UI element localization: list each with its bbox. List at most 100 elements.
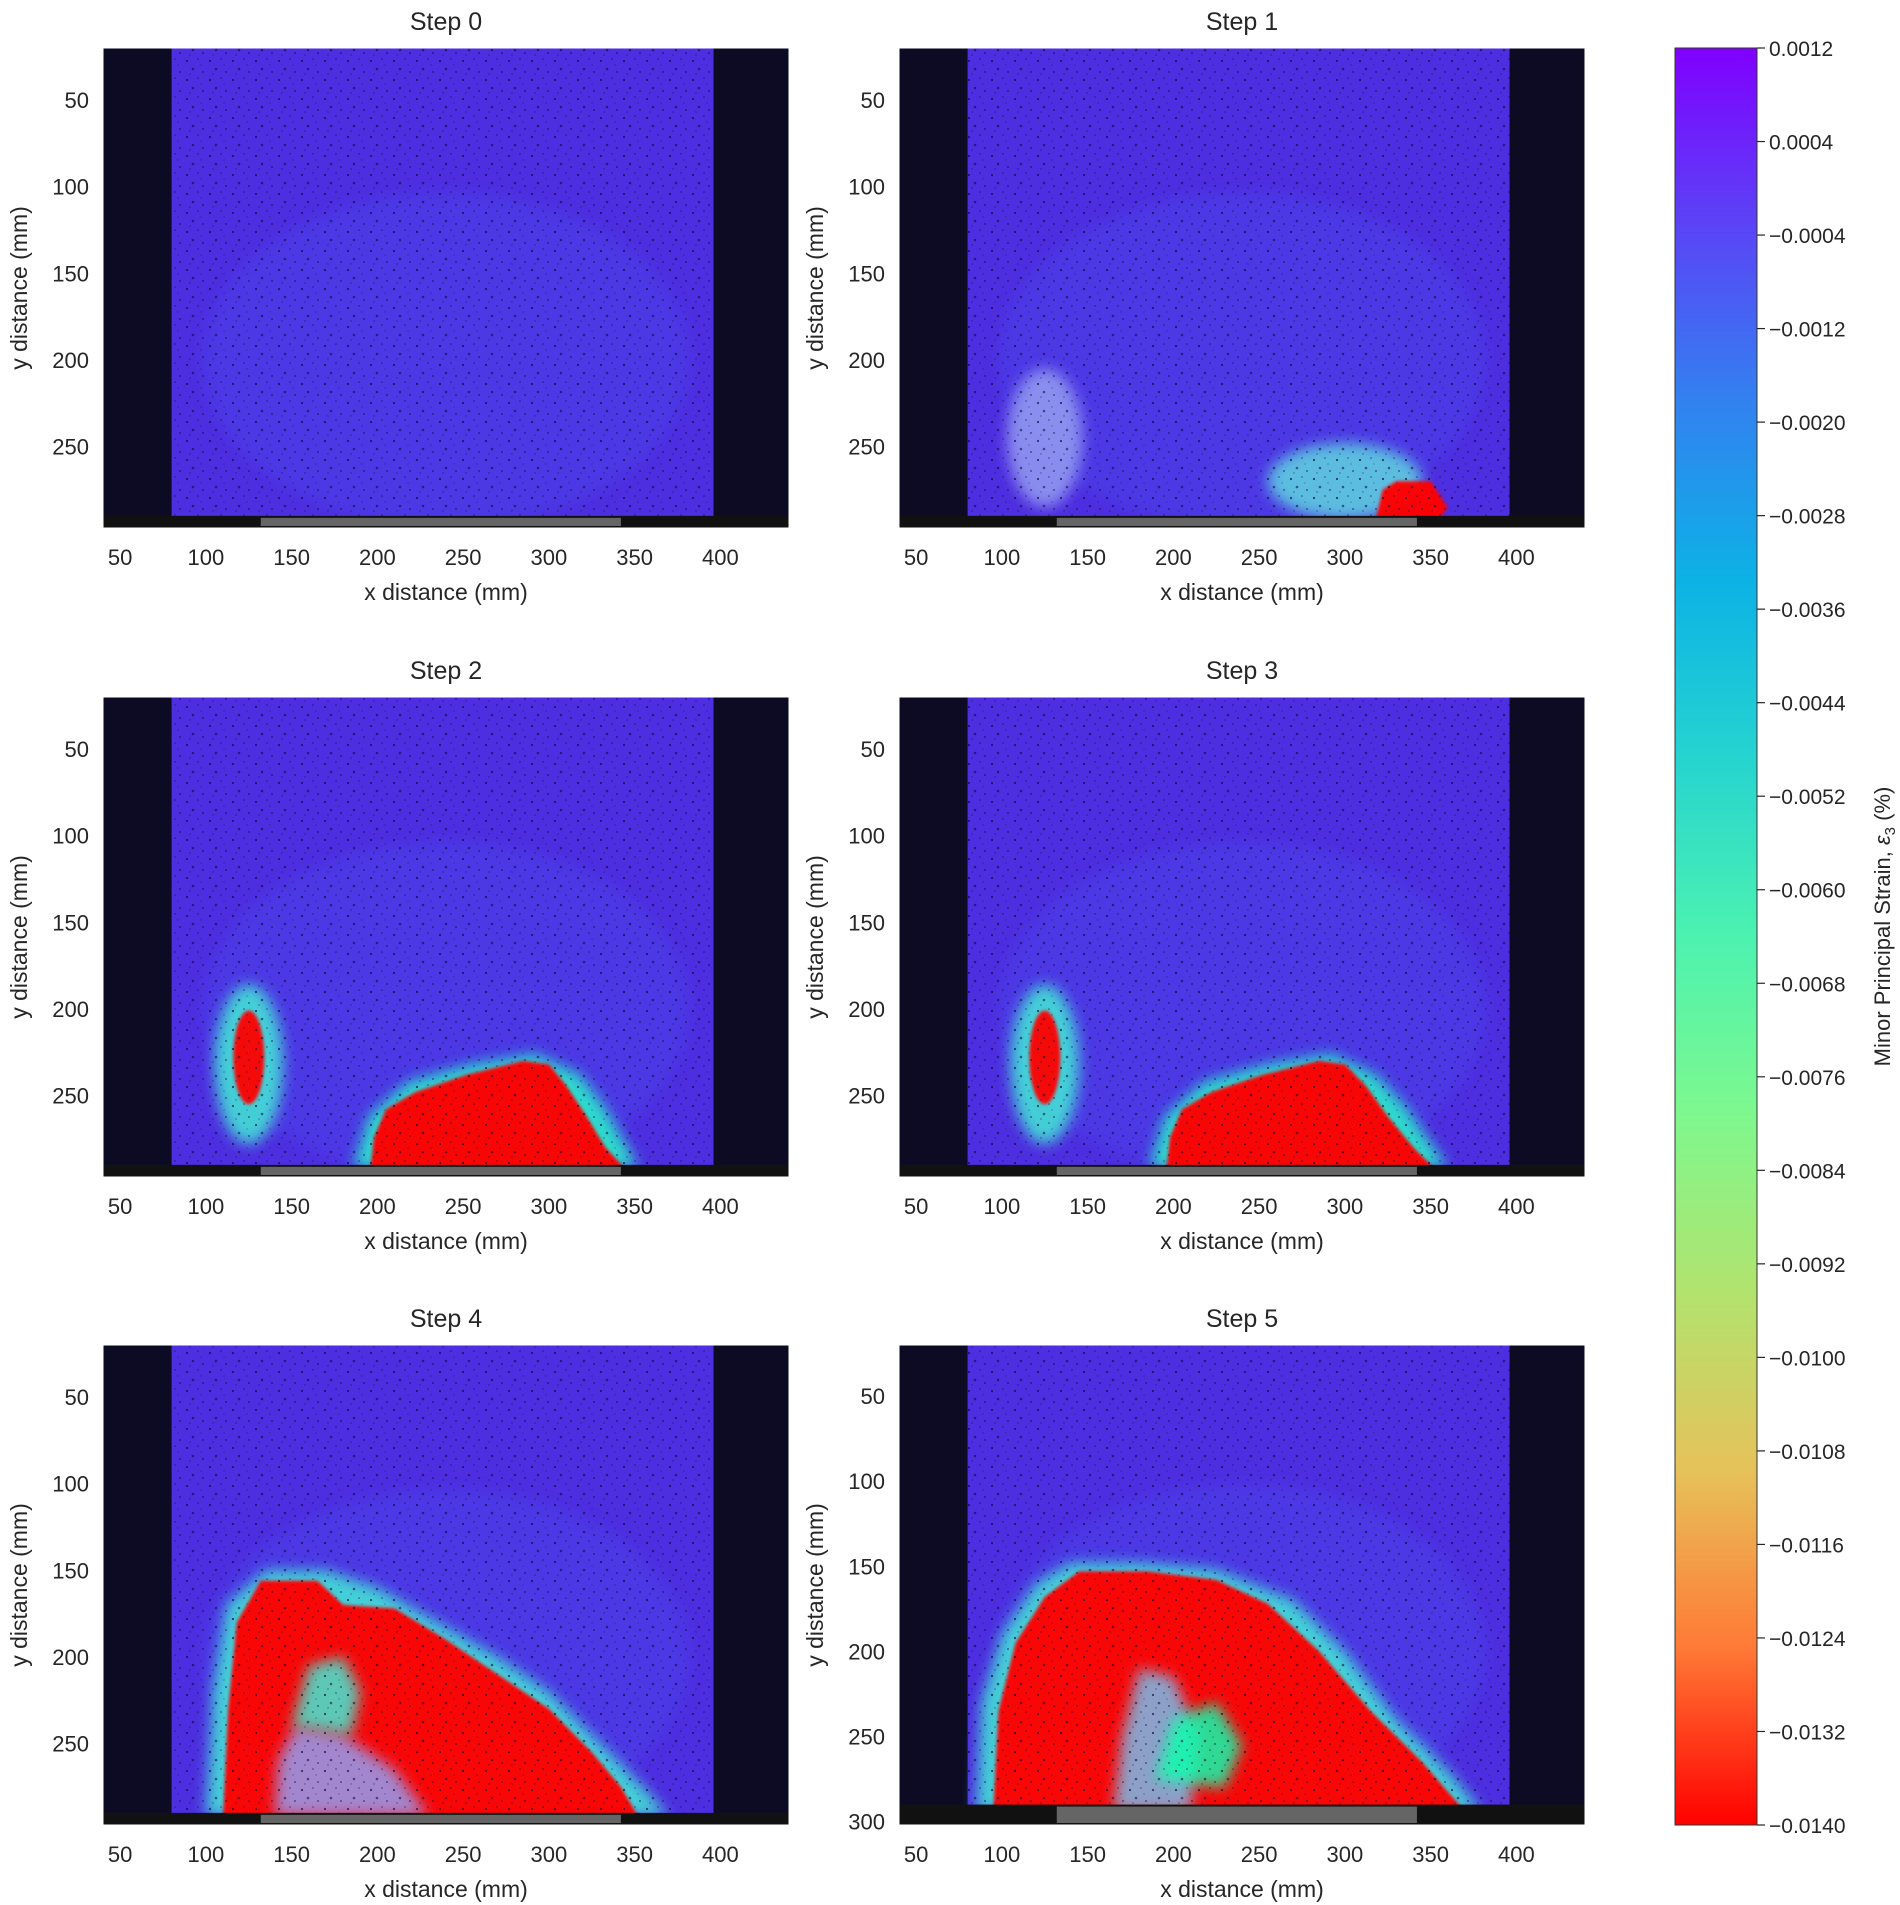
x-axis-label: x distance (mm) <box>1160 579 1324 605</box>
strain-panel: Step 4 50 100 150 200 250 300 350 400 50 100 150 200… <box>6 1305 790 1902</box>
y-axis-label: y distance (mm) <box>802 206 828 370</box>
panel-title: Step 1 <box>1206 8 1278 36</box>
x-tick-label: 150 <box>1069 1194 1106 1219</box>
speckle-texture <box>171 48 714 528</box>
x-tick-label: 300 <box>531 1194 568 1219</box>
plot-frame <box>102 696 790 1178</box>
y-tick-label: 100 <box>848 175 885 200</box>
y-tick-label: 50 <box>65 1385 89 1410</box>
x-tick-label: 50 <box>108 545 132 570</box>
x-tick-label: 250 <box>445 1842 482 1867</box>
x-tick-label: 150 <box>273 1842 310 1867</box>
y-tick-label: 300 <box>848 1810 885 1835</box>
y-tick-label: 200 <box>848 1639 885 1664</box>
strain-panel: Step 3 50 100 150 200 250 300 350 400 50 100 150 200… <box>802 657 1586 1254</box>
y-tick-label: 50 <box>861 1384 885 1409</box>
y-tick-label: 250 <box>848 435 885 460</box>
strain-panel: Step 2 50 100 150 200 250 300 350 400 50 100 150 200… <box>6 657 790 1254</box>
x-tick-label: 100 <box>188 545 225 570</box>
colorbar-tick-label: −0.0028 <box>1769 506 1846 529</box>
x-tick-label: 50 <box>108 1194 132 1219</box>
y-tick-label: 200 <box>848 348 885 373</box>
colorbar-tick-label: −0.0036 <box>1769 599 1846 622</box>
strain-panel: Step 5 50 100 150 200 250 300 350 400 50 100 150 200… <box>802 1305 1586 1902</box>
y-tick-label: 150 <box>52 910 89 935</box>
x-tick-label: 300 <box>1327 545 1364 570</box>
x-tick-label: 100 <box>984 1842 1021 1867</box>
x-tick-label: 400 <box>1498 1194 1535 1219</box>
x-tick-label: 350 <box>616 1842 653 1867</box>
x-tick-label: 300 <box>1327 1194 1364 1219</box>
x-tick-label: 400 <box>1498 545 1535 570</box>
colorbar-tick-label: −0.0100 <box>1769 1347 1846 1370</box>
x-tick-label: 250 <box>445 1194 482 1219</box>
colorbar-tick-label: −0.0012 <box>1769 319 1846 342</box>
x-tick-label: 150 <box>273 545 310 570</box>
speckle-texture <box>967 1345 1510 1825</box>
y-axis-label: y distance (mm) <box>802 1503 828 1667</box>
x-tick-label: 100 <box>188 1194 225 1219</box>
plot-frame <box>102 1344 790 1826</box>
plot-frame <box>898 696 1586 1178</box>
colorbar-tick-label: −0.0108 <box>1769 1441 1846 1464</box>
x-axis-label: x distance (mm) <box>1160 1228 1324 1254</box>
y-tick-label: 50 <box>65 88 89 113</box>
x-tick-label: 300 <box>1327 1842 1364 1867</box>
colorbar-label-main: Minor Principal Strain, <box>1870 845 1895 1066</box>
plot-frame <box>898 1344 1586 1826</box>
panel-title: Step 0 <box>410 8 482 36</box>
x-tick-label: 100 <box>188 1842 225 1867</box>
y-tick-label: 100 <box>848 824 885 849</box>
x-tick-label: 200 <box>1155 1194 1192 1219</box>
speckle-texture <box>171 697 714 1177</box>
y-axis-label: y distance (mm) <box>6 206 32 370</box>
colorbar-tick-label: −0.0124 <box>1769 1628 1846 1651</box>
x-tick-label: 200 <box>359 1842 396 1867</box>
colorbar-tick-label: −0.0068 <box>1769 973 1846 996</box>
y-tick-label: 150 <box>848 910 885 935</box>
y-tick-label: 200 <box>52 997 89 1022</box>
y-tick-label: 200 <box>848 997 885 1022</box>
x-tick-label: 50 <box>904 1194 928 1219</box>
colorbar-tick-label: −0.0132 <box>1769 1721 1846 1744</box>
loading-plate <box>1056 1166 1417 1175</box>
colorbar-tick-label: −0.0092 <box>1769 1254 1846 1277</box>
colorbar-tick-label: −0.0044 <box>1769 693 1846 716</box>
x-tick-label: 250 <box>445 545 482 570</box>
x-tick-label: 250 <box>1241 1842 1278 1867</box>
x-tick-label: 300 <box>531 545 568 570</box>
y-tick-label: 150 <box>52 1558 89 1583</box>
y-axis-label: y distance (mm) <box>6 855 32 1019</box>
x-tick-label: 100 <box>984 1194 1021 1219</box>
x-tick-label: 300 <box>531 1842 568 1867</box>
loading-plate <box>260 1814 621 1823</box>
x-tick-label: 250 <box>1241 545 1278 570</box>
colorbar-tick-label: −0.0140 <box>1769 1815 1846 1838</box>
y-tick-label: 100 <box>52 824 89 849</box>
colorbar-gradient <box>1674 47 1758 1826</box>
y-tick-label: 250 <box>52 435 89 460</box>
y-tick-label: 150 <box>848 1554 885 1579</box>
x-tick-label: 400 <box>702 1842 739 1867</box>
colorbar-tick-label: −0.0060 <box>1769 880 1846 903</box>
loading-plate <box>260 517 621 526</box>
y-tick-label: 50 <box>65 737 89 762</box>
colorbar-tick-label: 0.0012 <box>1769 38 1833 61</box>
colorbar: 0.0012 0.0004 −0.0004 −0.0012 −0.0020 −0.0028… <box>1674 38 1899 1838</box>
y-tick-label: 250 <box>52 1732 89 1757</box>
x-tick-label: 200 <box>1155 545 1192 570</box>
panel-title: Step 2 <box>410 657 482 685</box>
x-tick-label: 350 <box>1412 1194 1449 1219</box>
colorbar-label: Minor Principal Strain, ε3 (%) <box>1870 787 1899 1067</box>
colorbar-tick-label: −0.0076 <box>1769 1067 1846 1090</box>
colorbar-tick-label: −0.0052 <box>1769 786 1846 809</box>
plot-frame <box>898 47 1586 529</box>
speckle-texture <box>171 1345 714 1825</box>
x-tick-label: 350 <box>616 545 653 570</box>
speckle-texture <box>967 48 1510 528</box>
x-tick-label: 350 <box>1412 545 1449 570</box>
loading-plate <box>260 1166 621 1175</box>
y-tick-label: 250 <box>848 1724 885 1749</box>
plot-frame <box>102 47 790 529</box>
